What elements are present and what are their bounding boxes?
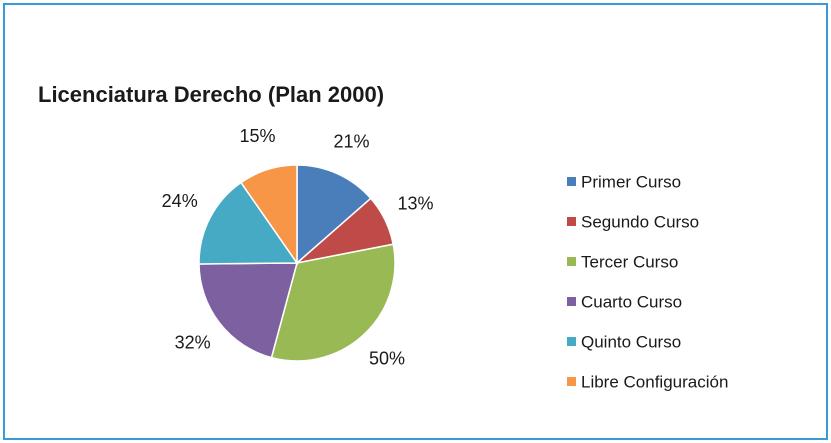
legend-swatch xyxy=(567,377,576,386)
pie-slice xyxy=(239,164,298,266)
legend-swatch xyxy=(567,217,576,226)
data-label: 15% xyxy=(239,126,275,146)
legend-label: Quinto Curso xyxy=(581,332,681,351)
legend-swatch xyxy=(567,177,576,186)
legend-label: Cuarto Curso xyxy=(581,292,682,311)
data-label: 24% xyxy=(162,191,198,211)
legend-swatch xyxy=(567,337,576,346)
data-label: 13% xyxy=(397,194,433,214)
legend-label: Tercer Curso xyxy=(581,252,678,271)
legend-swatch xyxy=(567,257,576,266)
pie-slice xyxy=(198,181,299,265)
data-label: 21% xyxy=(333,132,369,152)
frame xyxy=(3,3,828,440)
pie-slice xyxy=(270,243,396,362)
data-label: 50% xyxy=(369,348,405,368)
legend-label: Primer Curso xyxy=(581,172,681,191)
chart-title: Licenciatura Derecho (Plan 2000) xyxy=(38,82,384,107)
pie-slice xyxy=(198,262,298,359)
legend-label: Segundo Curso xyxy=(581,212,699,231)
data-label: 32% xyxy=(175,333,211,353)
pie-slice xyxy=(296,164,372,265)
legend-swatch xyxy=(567,297,576,306)
legend-label: Libre Configuración xyxy=(581,372,728,391)
